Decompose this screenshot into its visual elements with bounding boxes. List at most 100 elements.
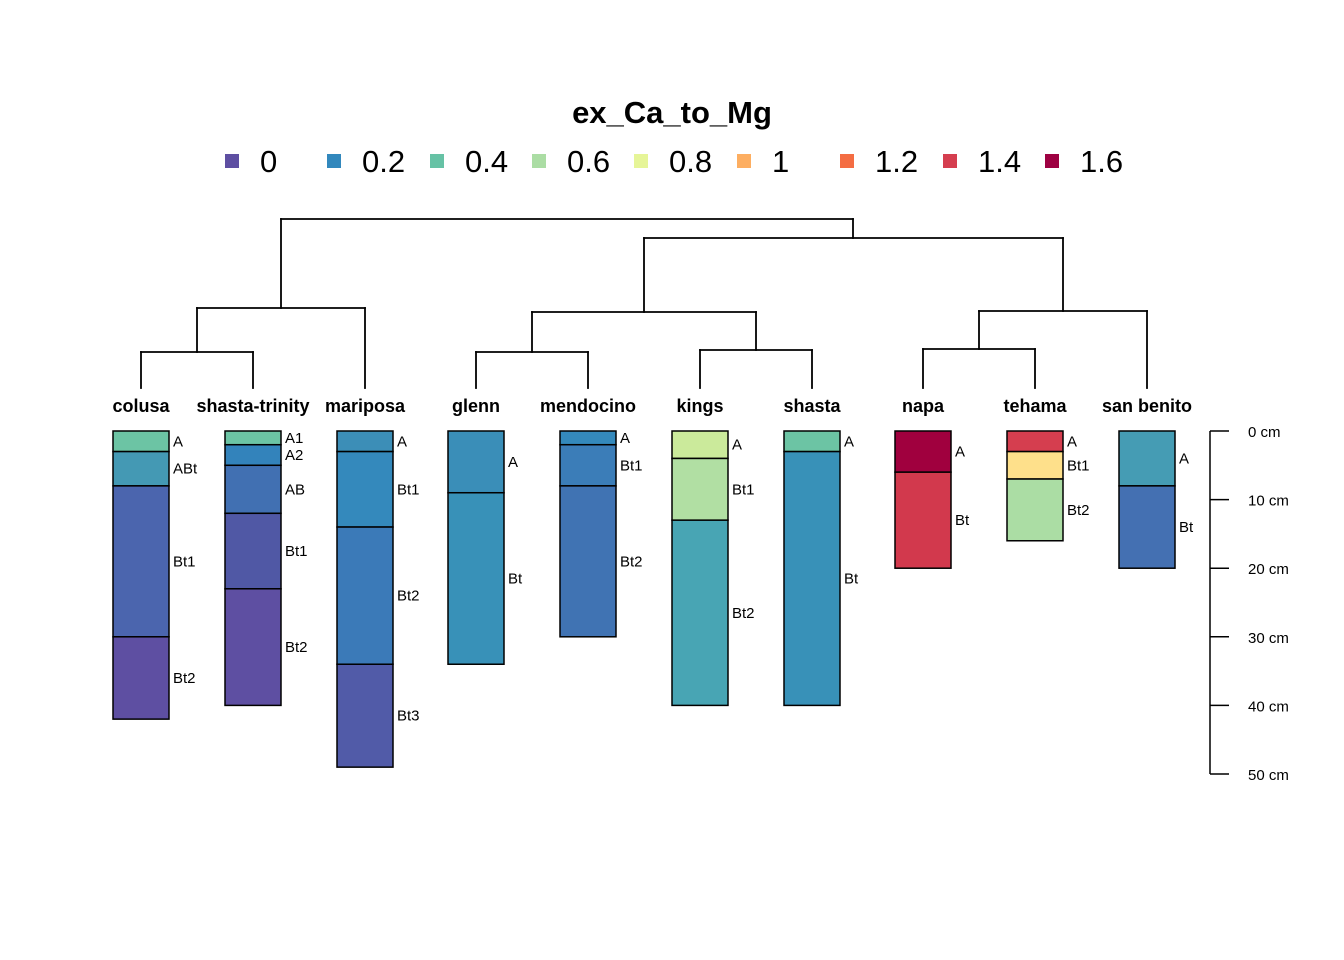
legend-label: 1.4 bbox=[978, 144, 1021, 179]
horizon-label: Bt1 bbox=[173, 553, 196, 570]
profiles: colusaAABtBt1Bt2shasta-trinityA1A2ABBt1B… bbox=[112, 396, 1194, 768]
horizon bbox=[224, 512, 282, 590]
horizon-label: Bt1 bbox=[397, 481, 420, 498]
horizon-label: Bt1 bbox=[732, 481, 755, 498]
horizon bbox=[1118, 485, 1176, 569]
horizon bbox=[447, 430, 505, 494]
horizon bbox=[559, 443, 617, 487]
horizon bbox=[112, 636, 170, 720]
depth-tick-label: 50 cm bbox=[1248, 767, 1289, 784]
horizon-label: Bt1 bbox=[620, 457, 643, 474]
horizon-label: A bbox=[732, 437, 742, 454]
profile-napa: napa A Bt bbox=[894, 396, 970, 569]
horizon bbox=[894, 471, 952, 569]
horizon-label: A bbox=[397, 433, 407, 450]
horizon-label: Bt2 bbox=[285, 639, 308, 656]
horizon bbox=[112, 450, 170, 487]
legend-label: 0 bbox=[260, 144, 277, 179]
legend-swatch bbox=[327, 154, 341, 168]
horizon-label: Bt1 bbox=[285, 543, 308, 560]
depth-axis: 0 cm 10 cm 20 cm 30 cm 40 cm 50 cm bbox=[1209, 424, 1289, 784]
horizon bbox=[1006, 450, 1064, 480]
horizon-label: A bbox=[508, 454, 518, 471]
horizon bbox=[447, 491, 505, 665]
legend-swatch bbox=[840, 154, 854, 168]
profile-label: mendocino bbox=[540, 396, 636, 416]
horizon-label: A bbox=[844, 433, 854, 450]
horizon-label: Bt bbox=[508, 570, 523, 587]
horizon-label: A bbox=[1179, 450, 1189, 467]
legend-swatch bbox=[430, 154, 444, 168]
legend-label: 0.4 bbox=[465, 144, 508, 179]
horizon-label: Bt2 bbox=[620, 553, 643, 570]
legend-swatch bbox=[532, 154, 546, 168]
horizon bbox=[671, 519, 729, 707]
depth-tick-label: 20 cm bbox=[1248, 561, 1289, 578]
horizon bbox=[112, 430, 170, 453]
profile-label: kings bbox=[676, 396, 723, 416]
horizon bbox=[336, 526, 394, 665]
profile-label: mariposa bbox=[325, 396, 406, 416]
horizon-label: Bt2 bbox=[732, 605, 755, 622]
horizon bbox=[894, 430, 952, 473]
horizon bbox=[224, 430, 282, 446]
legend-label: 0.8 bbox=[669, 144, 712, 179]
profile-mendocino: mendocino A Bt1 Bt2 bbox=[540, 396, 643, 638]
horizon bbox=[224, 464, 282, 515]
horizon-label: Bt1 bbox=[1067, 457, 1090, 474]
figure-title: ex_Ca_to_Mg bbox=[572, 95, 772, 130]
dendrogram bbox=[140, 218, 1148, 389]
horizon bbox=[671, 457, 729, 521]
legend-swatch bbox=[943, 154, 957, 168]
horizon bbox=[112, 485, 170, 638]
horizon bbox=[1006, 478, 1064, 542]
horizon-label: AB bbox=[285, 481, 305, 498]
horizon bbox=[559, 485, 617, 638]
horizon-label: Bt bbox=[1179, 519, 1194, 536]
legend-swatch bbox=[634, 154, 648, 168]
profile-label: shasta-trinity bbox=[196, 396, 309, 416]
horizon-label: Bt2 bbox=[1067, 502, 1090, 519]
horizon-label: A bbox=[955, 444, 965, 461]
horizon-label: Bt bbox=[955, 512, 970, 529]
legend-swatch bbox=[1045, 154, 1059, 168]
horizon bbox=[336, 450, 394, 528]
legend-swatch bbox=[737, 154, 751, 168]
horizon-label: A bbox=[173, 433, 183, 450]
horizon-label: Bt bbox=[844, 570, 859, 587]
horizon-label: ABt bbox=[173, 461, 198, 478]
horizon bbox=[1118, 430, 1176, 487]
horizon bbox=[336, 430, 394, 453]
horizon-label: A2 bbox=[285, 447, 303, 464]
horizon bbox=[783, 430, 841, 453]
horizon-label: Bt3 bbox=[397, 708, 420, 725]
legend-label: 0.2 bbox=[362, 144, 405, 179]
horizon bbox=[671, 430, 729, 460]
horizon bbox=[224, 588, 282, 707]
profile-mariposa: mariposa A Bt1 Bt2 Bt3 bbox=[325, 396, 420, 768]
profile-san-benito: san benito A Bt bbox=[1102, 396, 1194, 569]
legend: 0 0.2 0.4 0.6 0.8 1 1.2 1.4 1.6 bbox=[225, 144, 1123, 179]
profile-kings: kings A Bt1 Bt2 bbox=[671, 396, 755, 707]
horizon bbox=[559, 430, 617, 446]
legend-label: 1 bbox=[772, 144, 789, 179]
depth-tick-label: 40 cm bbox=[1248, 698, 1289, 715]
horizon-label: Bt2 bbox=[397, 588, 420, 605]
depth-tick-label: 10 cm bbox=[1248, 493, 1289, 510]
horizon bbox=[224, 443, 282, 467]
depth-tick-label: 0 cm bbox=[1248, 424, 1281, 441]
horizon bbox=[1006, 430, 1064, 453]
legend-label: 1.6 bbox=[1080, 144, 1123, 179]
legend-swatch bbox=[225, 154, 239, 168]
horizon-label: A bbox=[620, 430, 630, 447]
depth-tick-label: 30 cm bbox=[1248, 630, 1289, 647]
profile-label: san benito bbox=[1102, 396, 1192, 416]
legend-label: 0.6 bbox=[567, 144, 610, 179]
horizon bbox=[783, 450, 841, 707]
profile-label: tehama bbox=[1003, 396, 1067, 416]
horizon bbox=[336, 663, 394, 768]
